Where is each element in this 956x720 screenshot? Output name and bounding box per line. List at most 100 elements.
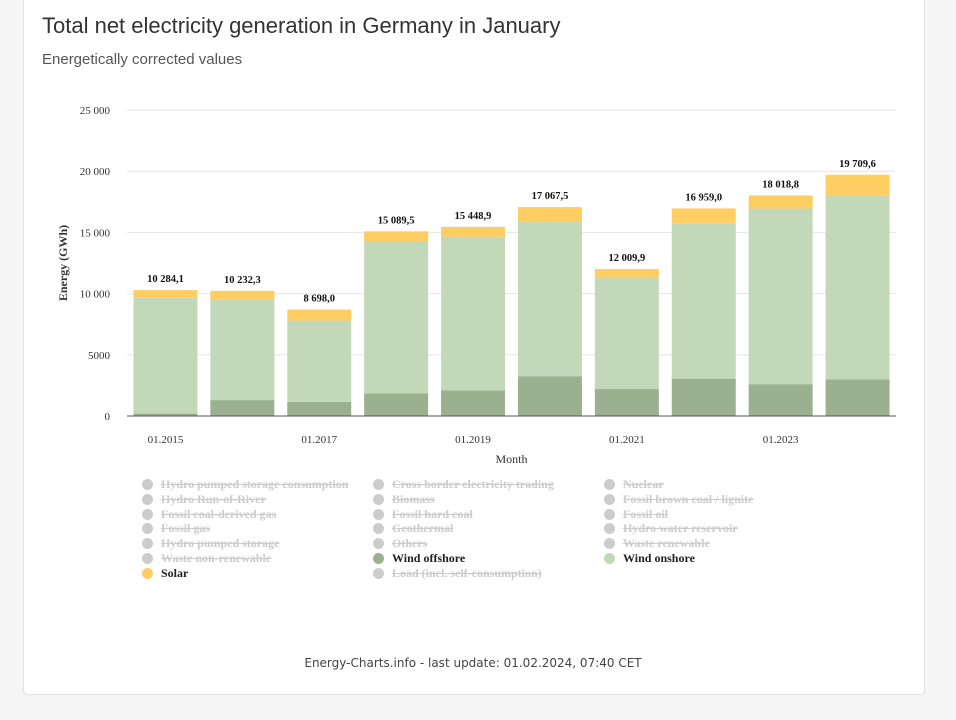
legend-item[interactable]: Cross border electricity trading [373,477,554,492]
legend-label: Others [392,536,428,551]
bar-segment-solar[interactable] [441,226,506,237]
legend-item[interactable]: Fossil hard coal [373,507,473,522]
bar-segment-wind-onshore[interactable] [364,240,429,394]
bar-total-label: 10 284,1 [147,274,184,285]
bar-segment-wind-offshore[interactable] [748,384,813,416]
legend-label: Waste renewable [623,536,710,551]
legend-item[interactable]: Wind offshore [373,551,465,566]
bar-total-label: 15 448,9 [455,211,492,222]
legend-label: Fossil hard coal [392,506,473,521]
bar-segment-solar[interactable] [287,309,352,321]
legend-item[interactable]: Fossil coal-derived gas [142,507,276,522]
bar-segment-wind-offshore[interactable] [517,376,582,416]
bar-segment-solar[interactable] [364,231,429,241]
x-axis-ticks: 01.2015 01.2017 01.2019 01.2021 01.2023 [148,434,799,446]
bar-segment-wind-offshore[interactable] [133,413,198,416]
legend-label: Fossil brown coal / lignite [623,491,754,506]
legend-item[interactable]: Hydro water reservoir [604,521,738,536]
bar-segment-solar[interactable] [517,207,582,222]
bar-segment-wind-offshore[interactable] [287,401,352,416]
y-tick-label: 25 000 [80,105,111,117]
legend-swatch-icon [604,508,615,520]
legend-label: Fossil coal-derived gas [161,506,277,521]
bar-segment-wind-onshore[interactable] [517,221,582,377]
legend-item[interactable]: Fossil oil [604,507,668,522]
bar-segment-wind-onshore[interactable] [594,277,659,390]
legend-swatch-icon [142,523,153,535]
legend-label: Fossil gas [161,521,211,536]
legend-item[interactable]: Fossil brown coal / lignite [604,492,753,507]
legend-item[interactable]: Hydro Run-of-River [142,492,266,507]
legend-item[interactable]: Waste non-renewable [142,551,271,566]
x-tick-label: 01.2023 [763,434,799,446]
legend-swatch-icon [142,508,153,520]
bar-segment-wind-onshore[interactable] [441,236,506,391]
total-labels: 10 284,1 10 232,3 8 698,0 15 089,5 15 448,9 1… [147,159,876,305]
legend-item[interactable]: Load (incl. self-consumption) [373,566,542,581]
legend-item[interactable]: Solar [142,566,188,581]
legend-label: Hydro pumped storage [161,536,280,551]
legend-swatch-icon [604,479,615,490]
bar-segment-wind-offshore[interactable] [210,400,275,416]
legend-swatch-icon [142,479,153,490]
bar-segment-solar[interactable] [825,174,890,196]
legend-item[interactable]: Others [373,536,427,551]
bar-segment-solar[interactable] [671,208,736,224]
bar-segment-solar[interactable] [133,290,198,298]
legend-label: Hydro water reservoir [623,521,738,536]
legend-swatch-icon [373,493,384,505]
legend-label: Solar [161,565,189,580]
y-tick-label: 20 000 [80,166,111,178]
bar-total-label: 18 018,8 [762,179,799,190]
y-tick-label: 0 [105,411,111,423]
legend-item[interactable]: Geothermal [373,521,453,536]
legend-item[interactable]: Wind onshore [604,551,695,566]
legend-item[interactable]: Waste renewable [604,536,710,551]
y-tick-label: 15 000 [80,227,111,239]
y-axis-label: Energy (GWh) [56,225,70,301]
footer-source: Energy-Charts.info - last update: 01.02.… [304,656,642,670]
legend-swatch-icon [142,553,153,564]
legend-swatch-icon [373,523,384,535]
legend-label: Load (incl. self-consumption) [392,565,542,580]
bar-segment-wind-offshore[interactable] [441,390,506,416]
x-axis-label: Month [495,452,527,466]
bar-total-label: 10 232,3 [224,275,261,286]
legend-item[interactable]: Fossil gas [142,521,210,536]
legend-swatch-icon [604,493,615,505]
bar-segment-solar[interactable] [748,195,813,209]
legend-item[interactable]: Biomass [373,492,435,507]
x-tick-label: 01.2015 [148,434,184,446]
bar-segment-solar[interactable] [594,268,659,278]
legend-swatch-icon [373,553,384,564]
legend-swatch-icon [604,523,615,535]
bar-segment-solar[interactable] [210,290,275,300]
legend-label: Wind offshore [392,551,466,565]
legend-item[interactable]: Hydro pumped storage [142,536,279,551]
legend-swatch-icon [142,538,153,550]
bar-total-label: 15 089,5 [378,215,415,226]
bar-segment-wind-onshore[interactable] [825,195,890,380]
bar-segment-wind-onshore[interactable] [748,208,813,385]
legend-item[interactable]: Nuclear [604,477,664,492]
x-tick-label: 01.2017 [301,434,337,446]
legend-item[interactable]: Hydro pumped storage consumption [142,477,348,492]
bar-segment-wind-onshore[interactable] [210,299,275,401]
y-tick-label: 10 000 [80,289,111,301]
bar-segment-wind-offshore[interactable] [825,379,890,416]
bar-segment-wind-offshore[interactable] [364,393,429,416]
legend-label: Hydro pumped storage consumption [161,477,349,491]
bar-segment-wind-onshore[interactable] [671,223,736,379]
legend-label: Fossil oil [623,506,669,521]
legend-swatch-icon [373,538,384,550]
bar-segment-wind-onshore[interactable] [287,320,352,402]
bars [133,174,890,416]
bar-segment-wind-onshore[interactable] [133,297,198,414]
legend-swatch-icon [604,553,615,564]
chart-subtitle: Energetically corrected values [42,51,243,68]
x-tick-label: 01.2021 [609,434,645,446]
legend-swatch-icon [142,567,153,579]
bar-segment-wind-offshore[interactable] [594,389,659,416]
bar-segment-wind-offshore[interactable] [671,378,736,416]
